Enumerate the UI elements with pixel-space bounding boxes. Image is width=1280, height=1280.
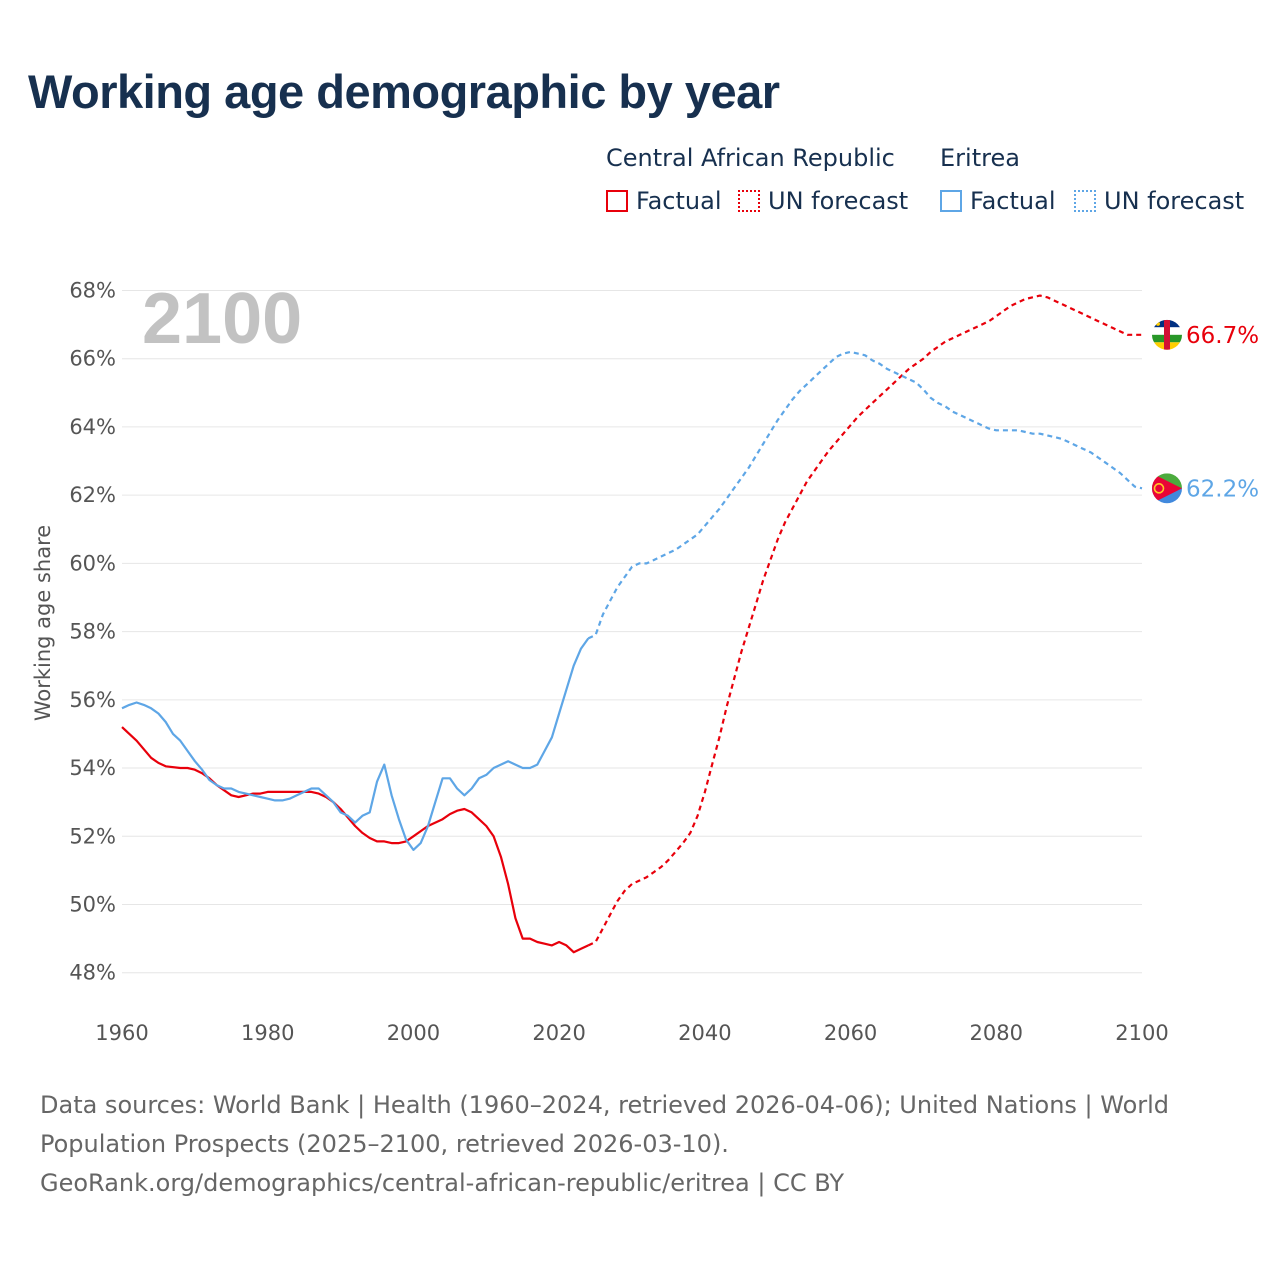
x-tick-label: 2060: [824, 1021, 877, 1045]
y-tick-label: 52%: [69, 824, 116, 848]
legend-swatch-eritrea-factual: [940, 190, 962, 212]
footer-attribution: GeoRank.org/demographics/central-african…: [40, 1169, 845, 1197]
y-tick-label: 64%: [69, 415, 116, 439]
footer: Data sources: World Bank | Health (1960–…: [40, 1086, 1240, 1203]
x-axis-ticks: 1960 1980 2000 2020 2040 2060 2080 2100: [95, 1021, 1168, 1045]
legend-car-factual-label: Factual: [636, 187, 722, 215]
series-line-eritrea-forecast: [587, 350, 1143, 640]
x-tick-label: 1980: [241, 1021, 294, 1045]
footer-sources-line-1: Data sources: World Bank | Health (1960–…: [40, 1091, 1170, 1119]
y-tick-label: 58%: [69, 620, 116, 644]
legend-car-forecast[interactable]: UN forecast: [738, 186, 908, 216]
y-tick-label: 56%: [69, 688, 116, 712]
legend-eritrea-forecast-label: UN forecast: [1104, 187, 1245, 215]
series-lines: [121, 294, 1143, 954]
legend-car-forecast-label: UN forecast: [768, 187, 909, 215]
x-tick-label: 2080: [970, 1021, 1023, 1045]
footer-sources-line-2: Population Prospects (2025–2100, retriev…: [40, 1130, 729, 1158]
y-tick-label: 66%: [69, 347, 116, 371]
x-tick-label: 1960: [95, 1021, 148, 1045]
series-end-label-car: 66.7%: [1186, 323, 1259, 349]
legend-car-factual[interactable]: Factual: [606, 186, 722, 216]
legend-group-car: Central African Republic: [606, 144, 895, 172]
legend-eritrea-forecast[interactable]: UN forecast: [1074, 186, 1244, 216]
series-line-eritrea-factual: [121, 637, 590, 851]
x-tick-label: 2020: [532, 1021, 585, 1045]
flag-icon-car: [1152, 319, 1182, 350]
y-tick-label: 68%: [69, 278, 116, 302]
legend-eritrea-factual[interactable]: Factual: [940, 186, 1056, 216]
x-tick-label: 2040: [678, 1021, 731, 1045]
legend-swatch-car-factual: [606, 190, 628, 212]
y-tick-label: 48%: [69, 961, 116, 985]
series-line-car-factual: [121, 726, 589, 954]
flag-icon-eritrea: [1152, 473, 1182, 504]
legend-eritrea-factual-label: Factual: [970, 187, 1056, 215]
y-tick-label: 60%: [69, 551, 116, 575]
y-axis-label: Working age share: [31, 525, 55, 721]
gridlines: [122, 289, 1142, 974]
year-watermark: 2100: [142, 279, 302, 359]
y-tick-label: 62%: [69, 483, 116, 507]
chart-title: Working age demographic by year: [28, 65, 780, 118]
series-end-markers: 66.7% 62.2%: [1152, 319, 1259, 504]
series-end-label-eritrea: 62.2%: [1186, 476, 1259, 502]
legend-group-eritrea: Eritrea: [940, 144, 1020, 172]
y-tick-label: 50%: [69, 892, 116, 916]
y-tick-label: 54%: [69, 756, 116, 780]
legend-swatch-eritrea-forecast: [1074, 190, 1096, 212]
legend-swatch-car-forecast: [738, 190, 760, 212]
line-chart: 2100 48% 50% 52% 54% 56% 58% 60% 62% 64% 66% 68% 1…: [31, 278, 1259, 1045]
x-tick-label: 2100: [1115, 1021, 1168, 1045]
x-tick-label: 2000: [387, 1021, 440, 1045]
series-line-car-forecast: [587, 294, 1142, 947]
y-axis-ticks: 48% 50% 52% 54% 56% 58% 60% 62% 64% 66% 68%: [69, 278, 116, 984]
